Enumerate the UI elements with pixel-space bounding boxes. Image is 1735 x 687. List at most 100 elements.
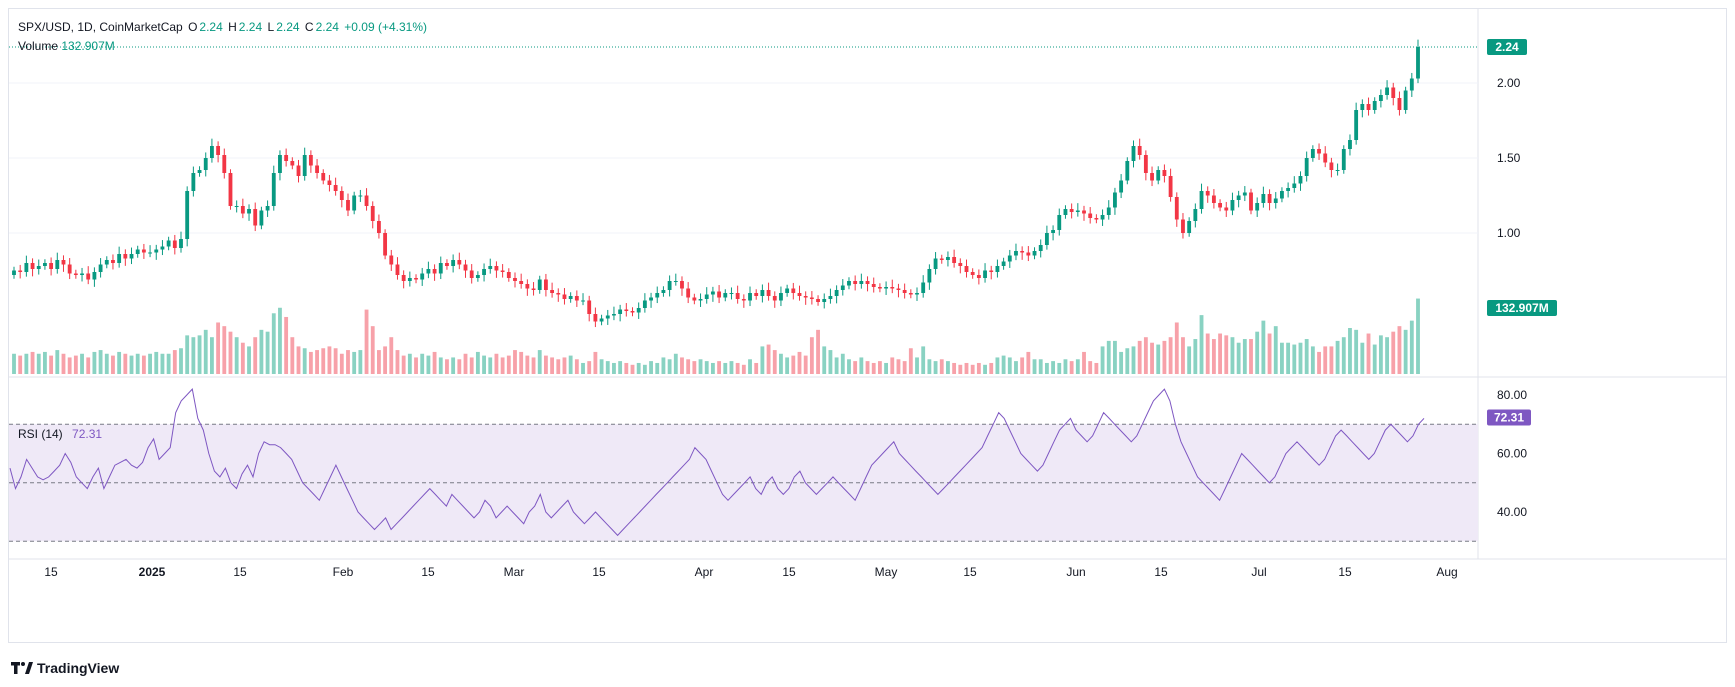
candle-body <box>772 296 777 301</box>
volume-bar <box>123 353 128 374</box>
candle-body <box>445 263 449 266</box>
candle-body <box>482 269 486 275</box>
volume-bar <box>1075 359 1080 374</box>
volume-bar <box>1341 337 1346 374</box>
candle-body <box>1187 221 1192 233</box>
candle-body <box>1255 203 1260 211</box>
volume-bar <box>451 357 456 374</box>
candle-body <box>884 287 889 289</box>
volume-bar <box>36 353 41 374</box>
volume-bar <box>871 362 876 374</box>
symbol-label: SPX/USD, 1D, CoinMarketCap <box>18 20 183 34</box>
volume-bar <box>24 353 29 374</box>
volume-bar <box>828 350 833 374</box>
volume-bar <box>785 357 790 374</box>
candle-body <box>414 278 418 280</box>
volume-bar <box>513 350 517 374</box>
volume-bar <box>1162 340 1167 374</box>
candle-body <box>816 299 820 302</box>
volume-bar <box>1416 298 1420 374</box>
candle-body <box>284 155 289 161</box>
volume-value: 132.907M <box>61 39 115 53</box>
candle-body <box>1125 161 1130 181</box>
candle-body <box>1372 101 1377 110</box>
volume-bar <box>1156 344 1161 374</box>
candle-body <box>1409 78 1414 91</box>
volume-bar <box>265 331 270 374</box>
candle-body <box>550 290 555 293</box>
volume-bar <box>67 357 72 374</box>
candle-body <box>760 290 765 296</box>
candle-body <box>1106 207 1111 215</box>
volume-bar <box>160 353 165 374</box>
volume-bar <box>729 361 734 374</box>
last-volume-label: 132.907M <box>1495 301 1548 315</box>
open-label: O <box>188 20 198 34</box>
tradingview-logo-icon <box>11 662 33 674</box>
candle-body <box>18 270 23 272</box>
candle-body <box>376 221 381 233</box>
candle-body <box>352 195 357 211</box>
volume-bar <box>494 353 499 374</box>
volume-bar <box>519 351 524 374</box>
volume-bar <box>216 322 221 374</box>
candle-body <box>1001 261 1006 266</box>
candle-body <box>1044 233 1049 245</box>
volume-bar <box>1323 346 1328 374</box>
volume-bar <box>1224 335 1229 374</box>
candle-body <box>1360 104 1365 110</box>
volume-bar <box>1409 320 1414 374</box>
volume-bar <box>1310 346 1315 374</box>
candle-body <box>692 297 697 301</box>
volume-bar <box>1236 342 1241 374</box>
candle-body <box>346 200 350 211</box>
volume-bar <box>43 351 47 374</box>
candle-body <box>847 281 851 286</box>
volume-bar <box>1199 315 1204 374</box>
time-axis-tick: Jul <box>1251 565 1266 579</box>
tradingview-logo[interactable]: TradingView <box>11 660 119 676</box>
rsi-line <box>9 388 1425 537</box>
volume-bar <box>760 346 765 374</box>
candle-body <box>1267 194 1272 203</box>
candle-body <box>166 240 171 247</box>
volume-bar <box>964 362 969 374</box>
volume-bar <box>172 350 177 374</box>
volume-bar <box>865 361 870 374</box>
volume-bar <box>766 344 771 374</box>
candle-body <box>1304 158 1309 176</box>
candle-body <box>1156 170 1161 181</box>
candle-body <box>494 266 499 271</box>
candle-body <box>321 173 326 181</box>
volume-bar <box>1230 337 1235 374</box>
volume-bar <box>748 359 752 374</box>
candle-body <box>1075 210 1080 212</box>
candle-body <box>315 165 319 173</box>
candle-body <box>939 258 944 260</box>
volume-bar <box>1032 359 1037 374</box>
volume-bar <box>12 353 16 374</box>
rsi-legend: RSI (14) 72.31 <box>18 427 102 441</box>
candle-body <box>1211 195 1216 203</box>
axis-layer: 1.00 1.50 2.00 40.00 60.00 80.00 2.24 132.907M 7… <box>44 39 1557 579</box>
candle-body <box>1242 192 1247 196</box>
volume-bar <box>482 355 486 374</box>
volume-bar <box>1026 351 1031 374</box>
close-value: 2.24 <box>315 20 339 34</box>
volume-bar <box>1044 362 1049 374</box>
candle-body <box>469 270 474 278</box>
volume-bar <box>692 361 697 374</box>
candle-body <box>1298 176 1303 184</box>
volume-bar <box>1038 359 1043 374</box>
candle-body <box>203 158 208 170</box>
volume-bar <box>1242 339 1247 374</box>
candle-body <box>432 269 437 274</box>
volume-bar <box>1218 333 1222 374</box>
candle-body <box>135 249 140 254</box>
high-value: 2.24 <box>238 20 263 34</box>
candle-body <box>599 318 604 322</box>
volume-bar <box>630 364 635 374</box>
candle-body <box>1335 170 1340 171</box>
candle-body <box>259 210 264 226</box>
